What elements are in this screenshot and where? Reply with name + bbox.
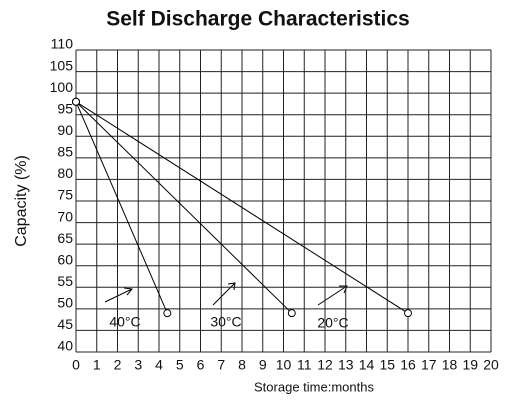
x-tick-label: 12 — [317, 357, 333, 373]
line — [75, 101, 293, 314]
point — [72, 97, 80, 106]
y-tick-label: 105 — [50, 57, 74, 73]
line — [75, 101, 409, 314]
arrow — [212, 282, 236, 306]
point — [404, 309, 412, 318]
y-tick-label: 65 — [57, 230, 73, 246]
x-tick-label: 6 — [197, 357, 205, 373]
arrow — [104, 288, 133, 303]
x-tick-label: 4 — [155, 357, 163, 373]
x-tick-label: 15 — [379, 357, 395, 373]
annotation: 20°C — [317, 315, 348, 331]
x-tick-label: 8 — [238, 357, 246, 373]
x-axis-label: Storage time:months — [254, 379, 374, 394]
y-tick-label: 55 — [57, 273, 73, 289]
x-tick-label: 1 — [93, 357, 101, 373]
y-tick-label: 40 — [57, 338, 73, 354]
x-tick-label: 10 — [276, 357, 292, 373]
arrow — [317, 285, 348, 306]
y-tick-label: 85 — [57, 144, 73, 160]
annotation: 30°C — [210, 314, 241, 330]
y-tick-label: 45 — [57, 316, 73, 332]
y-tick-label: 80 — [57, 165, 73, 181]
x-tick-label: 9 — [259, 357, 267, 373]
x-tick-label: 0 — [72, 357, 80, 373]
x-tick-label: 2 — [114, 357, 122, 373]
point — [287, 309, 296, 318]
arrow-head — [339, 285, 348, 294]
x-tick-label: 3 — [134, 357, 142, 373]
y-axis-label: Capacity (%) — [13, 155, 30, 247]
x-tick-label: 7 — [217, 357, 225, 373]
line — [75, 101, 168, 314]
y-tick-label: 75 — [57, 187, 73, 203]
x-tick-label: 20 — [483, 357, 499, 373]
chart-title: Self Discharge Characteristics — [106, 8, 409, 31]
x-tick-label: 16 — [400, 357, 416, 373]
y-tick-label: 95 — [57, 100, 73, 116]
arrow-head — [123, 287, 133, 296]
y-tick-label: 60 — [57, 251, 73, 267]
x-tick-label: 5 — [176, 357, 184, 373]
y-tick-label: 50 — [57, 295, 73, 311]
y-tick-label: 100 — [50, 79, 74, 95]
x-tick-label: 13 — [338, 357, 354, 373]
annotation-arrows — [104, 282, 348, 306]
y-tick-label: 90 — [57, 122, 73, 138]
x-tick-label: 14 — [359, 357, 375, 373]
x-tick-label: 19 — [462, 357, 478, 373]
x-tick-label: 17 — [421, 357, 437, 373]
x-tick-label: 18 — [442, 357, 458, 373]
y-tick-label: 110 — [51, 36, 74, 52]
annotation: 40°C — [109, 314, 140, 330]
x-tick-label: 11 — [297, 357, 312, 373]
y-tick-label: 70 — [57, 208, 73, 224]
point — [163, 309, 172, 318]
